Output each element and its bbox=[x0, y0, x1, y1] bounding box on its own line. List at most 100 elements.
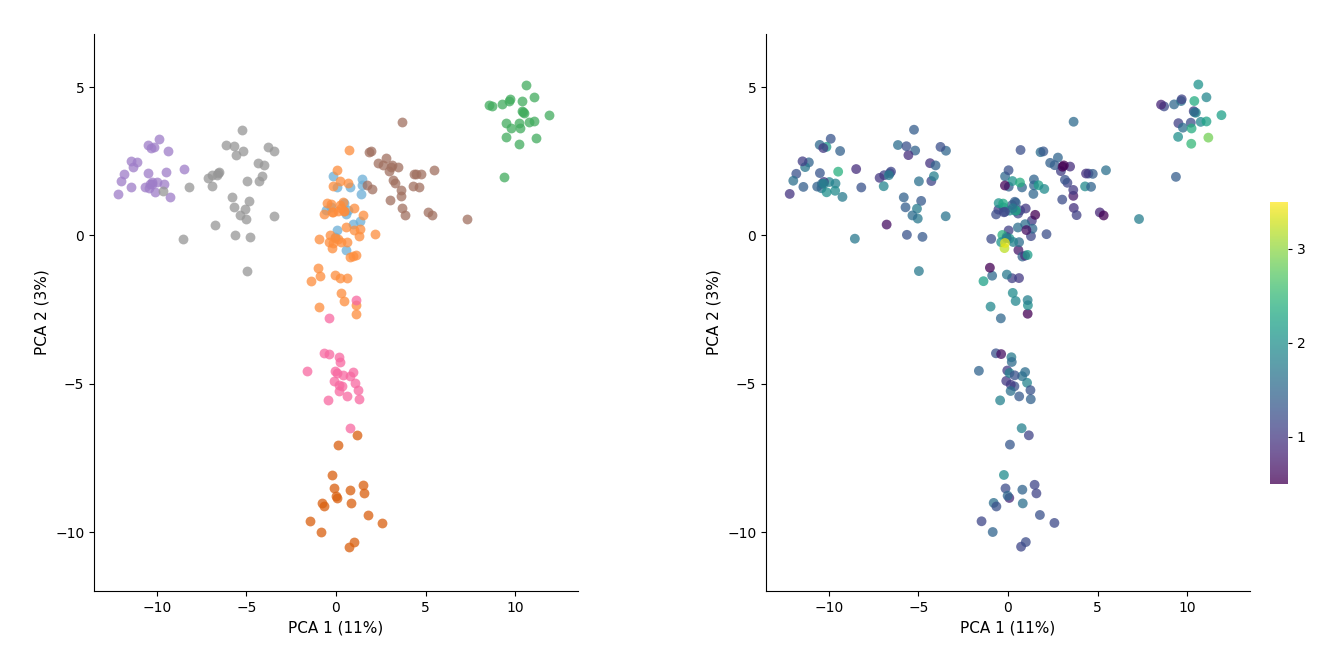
Point bbox=[524, 116, 546, 127]
Point bbox=[868, 173, 890, 183]
Point bbox=[391, 202, 413, 213]
Point bbox=[1003, 203, 1024, 214]
Point bbox=[1028, 180, 1050, 191]
Point bbox=[1150, 99, 1172, 110]
Point bbox=[391, 116, 413, 127]
Point bbox=[997, 165, 1019, 175]
Point bbox=[391, 190, 413, 201]
Point bbox=[339, 542, 360, 552]
Point bbox=[1047, 152, 1068, 163]
Point bbox=[999, 181, 1020, 192]
Point bbox=[1020, 394, 1042, 405]
Point bbox=[511, 106, 532, 116]
Point bbox=[345, 295, 367, 306]
Point bbox=[325, 491, 347, 501]
Point bbox=[1021, 215, 1043, 226]
Point bbox=[343, 219, 364, 230]
Point bbox=[1189, 116, 1211, 127]
Point bbox=[349, 223, 371, 234]
Point bbox=[997, 225, 1019, 236]
Point bbox=[339, 182, 360, 193]
Point bbox=[327, 439, 348, 450]
Point bbox=[329, 352, 351, 363]
Point bbox=[324, 269, 345, 280]
Point bbox=[1032, 146, 1054, 157]
Point bbox=[372, 517, 394, 528]
Point bbox=[1012, 485, 1034, 495]
Point bbox=[353, 488, 375, 499]
Point bbox=[1004, 196, 1025, 207]
Point bbox=[364, 228, 386, 239]
Point bbox=[328, 379, 349, 390]
Point bbox=[999, 205, 1020, 216]
Point bbox=[1004, 370, 1025, 381]
Point bbox=[220, 192, 242, 203]
Point bbox=[1165, 171, 1187, 182]
Point bbox=[892, 192, 914, 203]
Point bbox=[809, 140, 831, 151]
Point bbox=[421, 210, 442, 221]
Point bbox=[349, 215, 371, 226]
Point bbox=[1021, 223, 1043, 234]
Point bbox=[339, 423, 360, 433]
Point bbox=[508, 118, 530, 128]
Point bbox=[316, 198, 337, 208]
Point bbox=[335, 222, 356, 233]
Point bbox=[493, 171, 515, 182]
Point bbox=[360, 146, 382, 157]
Point bbox=[323, 180, 344, 191]
Point bbox=[513, 108, 535, 118]
Point bbox=[1016, 378, 1038, 388]
Point bbox=[1211, 110, 1232, 120]
Point bbox=[1017, 308, 1039, 319]
Point bbox=[993, 243, 1015, 253]
Point bbox=[121, 181, 142, 192]
Point bbox=[1005, 198, 1027, 208]
Point bbox=[138, 183, 160, 194]
Point bbox=[499, 94, 520, 105]
Point bbox=[325, 225, 347, 236]
Point bbox=[1075, 168, 1097, 179]
Point bbox=[1078, 168, 1099, 179]
Point bbox=[362, 183, 383, 194]
Point bbox=[319, 237, 340, 247]
Point bbox=[845, 164, 867, 175]
Point bbox=[995, 180, 1016, 191]
Point bbox=[874, 170, 895, 181]
Point bbox=[993, 202, 1015, 213]
Point bbox=[348, 394, 370, 405]
Point bbox=[343, 203, 364, 214]
Point bbox=[258, 142, 280, 153]
Point bbox=[1198, 132, 1219, 143]
Point bbox=[1044, 517, 1066, 528]
Point bbox=[134, 181, 156, 192]
Point bbox=[343, 537, 364, 548]
Point bbox=[313, 501, 335, 512]
Point bbox=[337, 144, 359, 155]
Point bbox=[343, 250, 364, 261]
Point bbox=[348, 385, 370, 396]
Point bbox=[985, 209, 1007, 220]
Point bbox=[1005, 296, 1027, 306]
Point bbox=[347, 430, 368, 441]
Point bbox=[224, 229, 246, 240]
Point bbox=[1063, 116, 1085, 127]
Point bbox=[809, 168, 831, 179]
Point bbox=[794, 162, 816, 173]
Point bbox=[327, 205, 348, 216]
Point bbox=[179, 182, 200, 193]
Point bbox=[999, 233, 1020, 244]
Point bbox=[329, 357, 351, 368]
Point bbox=[313, 348, 335, 359]
Point bbox=[1008, 208, 1030, 219]
Point bbox=[382, 175, 403, 185]
Point bbox=[367, 157, 388, 168]
Point bbox=[296, 366, 317, 376]
Point bbox=[820, 134, 841, 144]
Point bbox=[309, 234, 331, 245]
Point bbox=[298, 516, 320, 527]
Point bbox=[935, 145, 957, 156]
Point bbox=[879, 168, 900, 179]
Point bbox=[348, 230, 370, 241]
Point bbox=[172, 233, 194, 244]
